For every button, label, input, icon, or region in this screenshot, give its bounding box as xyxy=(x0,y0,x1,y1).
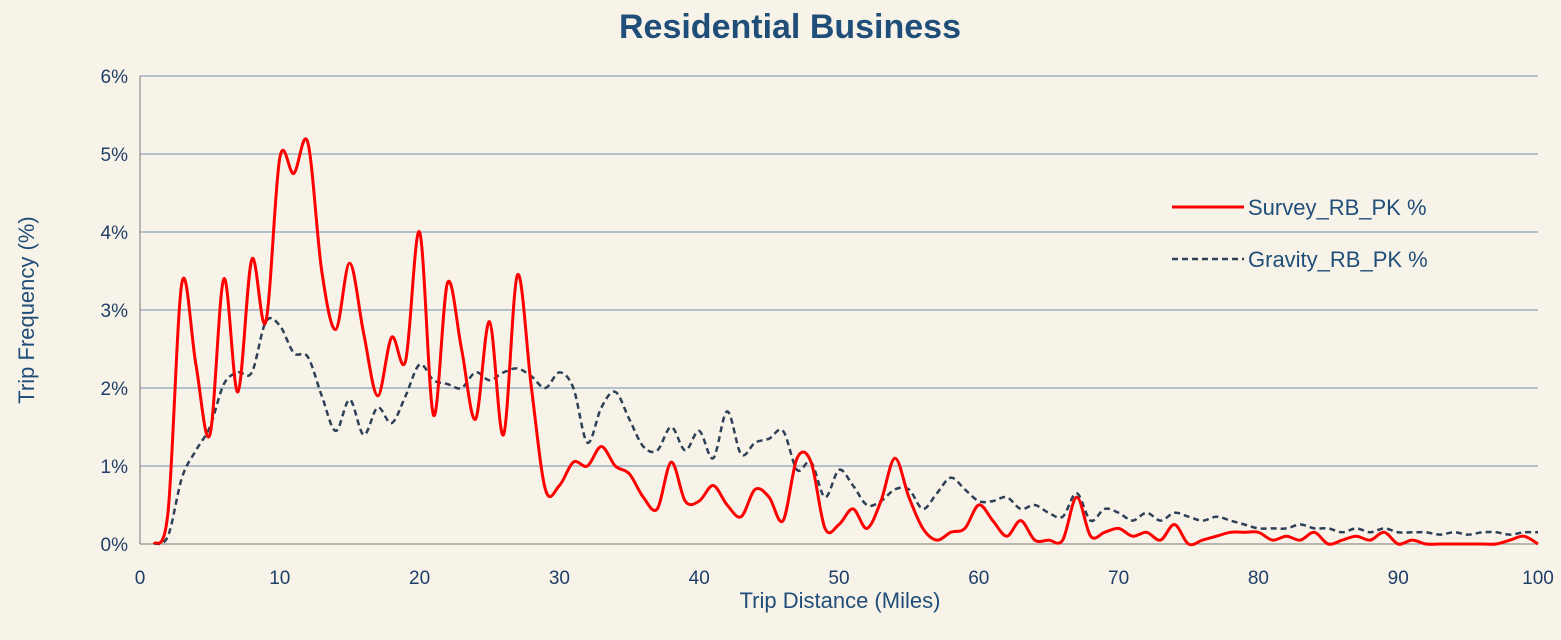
y-tick-label: 0% xyxy=(101,535,129,556)
y-axis-label: Trip Frequency (%) xyxy=(14,216,39,403)
series-line-survey xyxy=(152,137,1539,547)
y-tick-label: 6% xyxy=(101,67,129,88)
y-tick-label: 2% xyxy=(101,379,129,400)
y-tick-label: 5% xyxy=(101,145,129,166)
y-tick-label: 1% xyxy=(101,457,129,478)
x-tick-label: 70 xyxy=(1108,568,1129,589)
legend: Survey_RB_PK % Gravity_RB_PK % xyxy=(1172,195,1428,272)
legend-label-survey: Survey_RB_PK % xyxy=(1248,195,1427,220)
x-tick-label: 80 xyxy=(1248,568,1269,589)
series-layer xyxy=(152,137,1539,547)
x-tick-label: 20 xyxy=(409,568,430,589)
x-tick-label: 50 xyxy=(828,568,849,589)
x-tick-labels: 0 10 20 30 40 50 60 70 80 90 100 xyxy=(135,568,1554,589)
series-line-gravity xyxy=(153,316,1539,546)
legend-label-gravity: Gravity_RB_PK % xyxy=(1248,247,1428,272)
x-tick-label: 40 xyxy=(689,568,710,589)
x-axis-label: Trip Distance (Miles) xyxy=(740,588,941,613)
x-tick-label: 30 xyxy=(549,568,570,589)
y-tick-label: 3% xyxy=(101,301,129,322)
x-tick-label: 60 xyxy=(968,568,989,589)
chart-title: Residential Business xyxy=(619,8,961,46)
x-tick-label: 0 xyxy=(135,568,146,589)
x-tick-label: 10 xyxy=(269,568,290,589)
x-tick-label: 90 xyxy=(1388,568,1409,589)
y-tick-label: 4% xyxy=(101,223,129,244)
x-tick-label: 100 xyxy=(1522,568,1554,589)
y-tick-labels: 0% 1% 2% 3% 4% 5% 6% xyxy=(101,67,129,556)
